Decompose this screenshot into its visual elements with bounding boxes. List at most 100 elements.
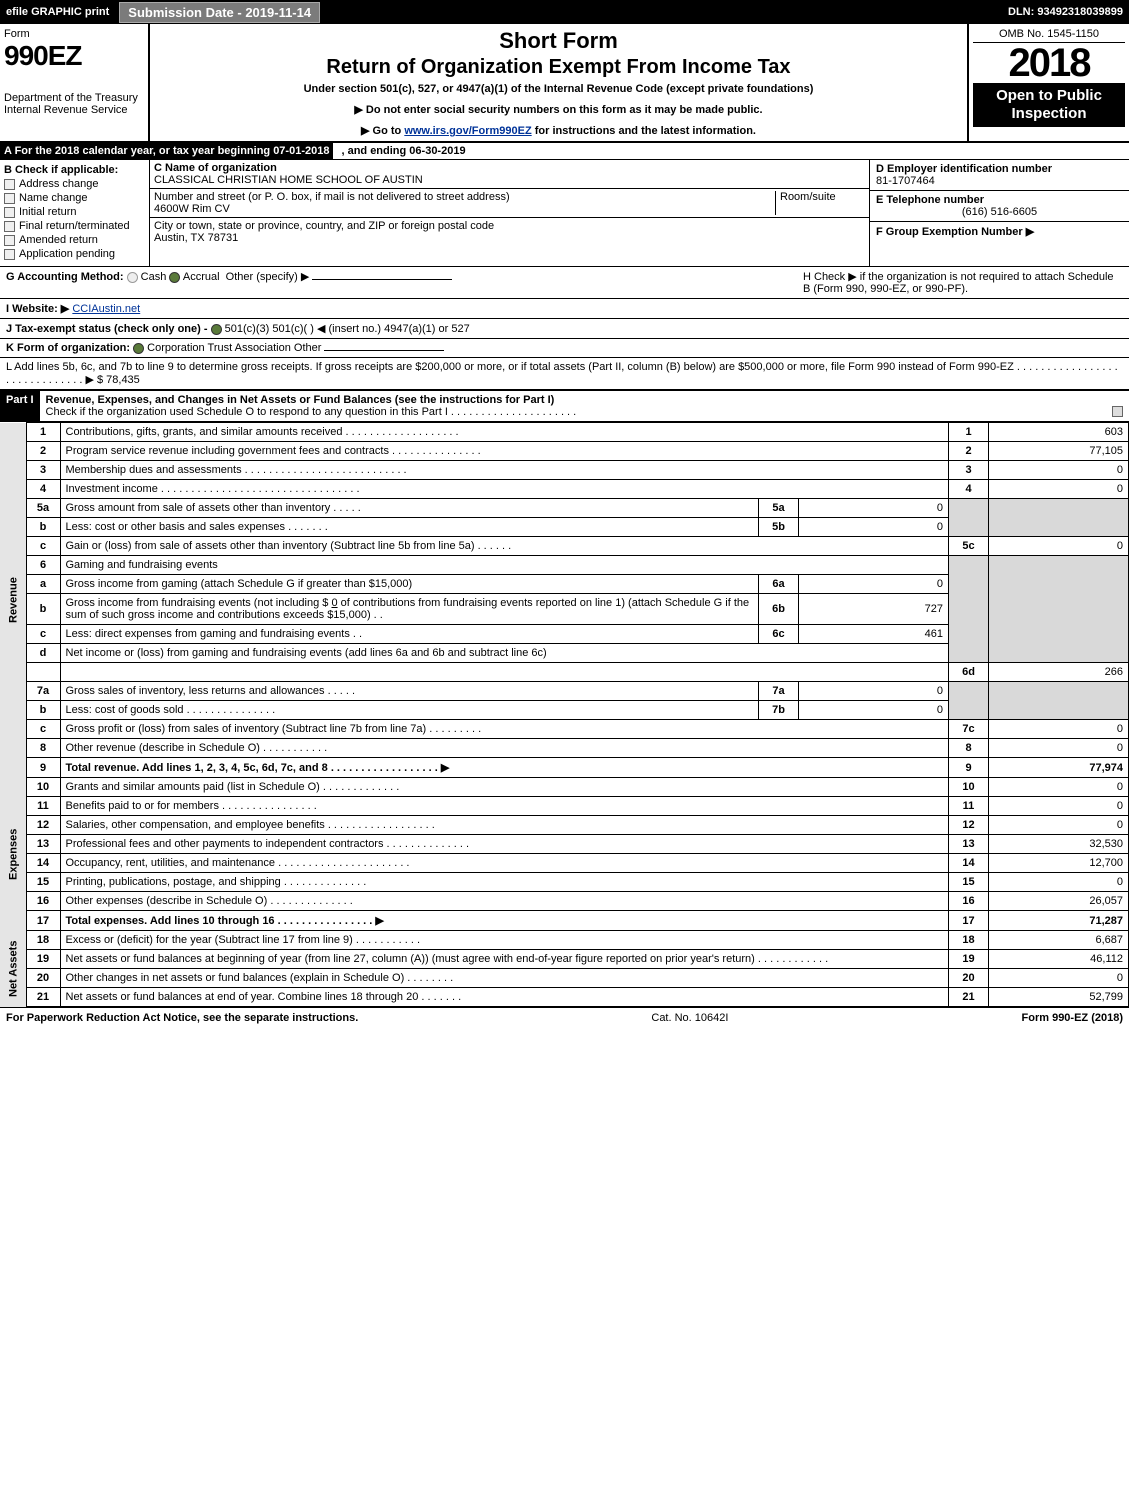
line-val: 52,799 (989, 988, 1129, 1007)
lineno: d (26, 644, 60, 663)
footer-right: Form 990-EZ (2018) (1022, 1012, 1123, 1024)
lineno: 5a (26, 499, 60, 518)
part-i-header: Part I Revenue, Expenses, and Changes in… (0, 390, 1129, 422)
lineno: b (26, 594, 60, 625)
checkbox-icon (4, 221, 15, 232)
lineno: 1 (26, 423, 60, 442)
line-desc: Membership dues and assessments . . . . … (60, 461, 949, 480)
lineno: 6 (26, 556, 60, 575)
chk-initial-return[interactable]: Initial return (4, 206, 145, 218)
line-desc: Total expenses. Add lines 10 through 16 … (60, 911, 949, 931)
subval: 0 (799, 701, 949, 720)
line-desc: Gain or (loss) from sale of assets other… (60, 537, 949, 556)
chk-label: Amended return (19, 234, 98, 246)
line-2: 2 Program service revenue including gove… (0, 442, 1129, 461)
chk-amended[interactable]: Amended return (4, 234, 145, 246)
tax-year: 2018 (973, 43, 1125, 83)
colnum: 9 (949, 758, 989, 778)
line-val: 0 (989, 720, 1129, 739)
subval: 0 (799, 499, 949, 518)
line-desc: Professional fees and other payments to … (60, 835, 949, 854)
radio-icon[interactable] (133, 343, 144, 354)
line-6: 6 Gaming and fundraising events (0, 556, 1129, 575)
note-goto: ▶ Go to www.irs.gov/Form990EZ for instru… (158, 124, 959, 137)
efile-label: efile GRAPHIC print (0, 6, 115, 18)
desc-underline: 0 (331, 597, 337, 609)
open-to-public: Open to Public Inspection (973, 83, 1125, 127)
line-val: 32,530 (989, 835, 1129, 854)
j-label: J Tax-exempt status (check only one) - (6, 323, 208, 335)
line-3: 3 Membership dues and assessments . . . … (0, 461, 1129, 480)
note-no-ssn: ▶ Do not enter social security numbers o… (158, 103, 959, 116)
line-val: 0 (989, 816, 1129, 835)
line-val: 0 (989, 461, 1129, 480)
irs-label: Internal Revenue Service (4, 104, 144, 116)
desc-pre: Gross income from fundraising events (no… (66, 597, 332, 609)
chk-name-change[interactable]: Name change (4, 192, 145, 204)
e-row: E Telephone number (616) 516-6605 (870, 191, 1129, 222)
i-row: I Website: ▶ CCIAustin.net (0, 299, 1129, 319)
checkbox-icon (4, 235, 15, 246)
lineno: 2 (26, 442, 60, 461)
g-cash: Cash (141, 271, 167, 283)
colnum: 15 (949, 873, 989, 892)
line-desc: Net assets or fund balances at end of ye… (60, 988, 949, 1007)
colnum: 18 (949, 931, 989, 950)
sublabel: 7b (759, 701, 799, 720)
website-link[interactable]: CCIAustin.net (72, 303, 140, 315)
lineno: 20 (26, 969, 60, 988)
line-desc: Benefits paid to or for members . . . . … (60, 797, 949, 816)
checkbox-icon (4, 207, 15, 218)
line-6d-row: 6d 266 (0, 663, 1129, 682)
shade-cell (989, 499, 1129, 537)
checkbox-icon[interactable] (1112, 406, 1123, 417)
colnum: 7c (949, 720, 989, 739)
chk-final-return[interactable]: Final return/terminated (4, 220, 145, 232)
lineno: b (26, 701, 60, 720)
line-21: 21 Net assets or fund balances at end of… (0, 988, 1129, 1007)
radio-icon[interactable] (169, 272, 180, 283)
f-row: F Group Exemption Number ▶ (870, 222, 1129, 241)
k-label: K Form of organization: (6, 342, 130, 354)
c-name-label: C Name of organization (154, 162, 277, 174)
chk-label: Address change (19, 178, 99, 190)
line-desc: Net income or (loss) from gaming and fun… (60, 644, 949, 663)
line-desc: Salaries, other compensation, and employ… (60, 816, 949, 835)
line-14: 14 Occupancy, rent, utilities, and maint… (0, 854, 1129, 873)
radio-icon[interactable] (211, 324, 222, 335)
checkbox-icon (4, 249, 15, 260)
line-desc: Less: cost or other basis and sales expe… (60, 518, 759, 537)
irs-link[interactable]: www.irs.gov/Form990EZ (404, 125, 531, 137)
line-12: 12 Salaries, other compensation, and emp… (0, 816, 1129, 835)
line-20: 20 Other changes in net assets or fund b… (0, 969, 1129, 988)
radio-icon[interactable] (127, 272, 138, 283)
subval: 0 (799, 682, 949, 701)
top-bar: efile GRAPHIC print Submission Date - 20… (0, 0, 1129, 24)
phone: (616) 516-6605 (876, 206, 1123, 218)
chk-address-change[interactable]: Address change (4, 178, 145, 190)
form-number: 990EZ (4, 40, 144, 72)
chk-label: Name change (19, 192, 88, 204)
header-left: Form 990EZ Department of the Treasury In… (0, 24, 150, 141)
block-c: C Name of organization CLASSICAL CHRISTI… (150, 160, 869, 266)
sublabel: 7a (759, 682, 799, 701)
line-7c: c Gross profit or (loss) from sales of i… (0, 720, 1129, 739)
line-9: 9 Total revenue. Add lines 1, 2, 3, 4, 5… (0, 758, 1129, 778)
l-row: L Add lines 5b, 6c, and 7b to line 9 to … (0, 358, 1129, 390)
page-footer: For Paperwork Reduction Act Notice, see … (0, 1007, 1129, 1028)
dln: DLN: 93492318039899 (1008, 6, 1129, 18)
line-val: 266 (989, 663, 1129, 682)
chk-label: Final return/terminated (19, 220, 130, 232)
lineno: 4 (26, 480, 60, 499)
line-16: 16 Other expenses (describe in Schedule … (0, 892, 1129, 911)
line-17: 17 Total expenses. Add lines 10 through … (0, 911, 1129, 931)
chk-pending[interactable]: Application pending (4, 248, 145, 260)
line-7a: 7a Gross sales of inventory, less return… (0, 682, 1129, 701)
header-center: Short Form Return of Organization Exempt… (150, 24, 969, 141)
lineno: 8 (26, 739, 60, 758)
d-label: D Employer identification number (876, 163, 1052, 175)
line-val: 0 (989, 873, 1129, 892)
block-def: D Employer identification number 81-1707… (869, 160, 1129, 266)
sublabel: 6a (759, 575, 799, 594)
c-city-label: City or town, state or province, country… (154, 220, 494, 232)
